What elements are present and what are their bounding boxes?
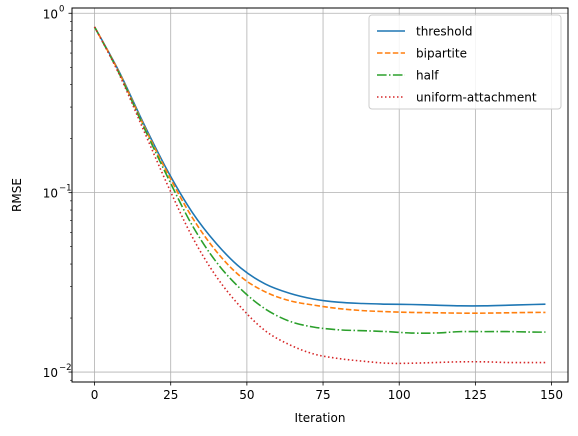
legend-label-bipartite: bipartite — [416, 47, 467, 61]
x-tick-label: 0 — [91, 388, 99, 402]
x-axis-label: Iteration — [295, 411, 346, 425]
series-lines — [93, 26, 546, 365]
y-tick-label: 10 — [43, 366, 58, 380]
legend-label-threshold: threshold — [416, 25, 473, 39]
legend-label-uniform-attachment: uniform-attachment — [416, 91, 537, 105]
x-tick-label: 100 — [388, 388, 411, 402]
legend-box — [368, 14, 562, 110]
y-tick-exponent: 0 — [59, 4, 64, 14]
series-line-half — [93, 26, 546, 335]
y-tick-label: 10 — [43, 7, 58, 21]
plot-area-frame — [71, 7, 569, 383]
x-tick-label: 50 — [239, 388, 254, 402]
grid — [72, 8, 568, 382]
series-line-bipartite — [93, 26, 546, 314]
x-tick-label: 25 — [163, 388, 178, 402]
y-axis-label: RMSE — [10, 178, 24, 212]
y-tick-exponent: −2 — [59, 363, 72, 373]
y-tick-label: 10 — [43, 187, 58, 201]
x-tick-label: 75 — [315, 388, 330, 402]
x-tick-label: 125 — [464, 388, 487, 402]
series-line-threshold — [93, 26, 546, 307]
legend: threshold bipartite half uniform-attachment — [368, 14, 562, 110]
y-tick-exponent: −1 — [59, 184, 72, 194]
x-tick-label: 150 — [540, 388, 563, 402]
legend-label-half: half — [416, 69, 439, 83]
